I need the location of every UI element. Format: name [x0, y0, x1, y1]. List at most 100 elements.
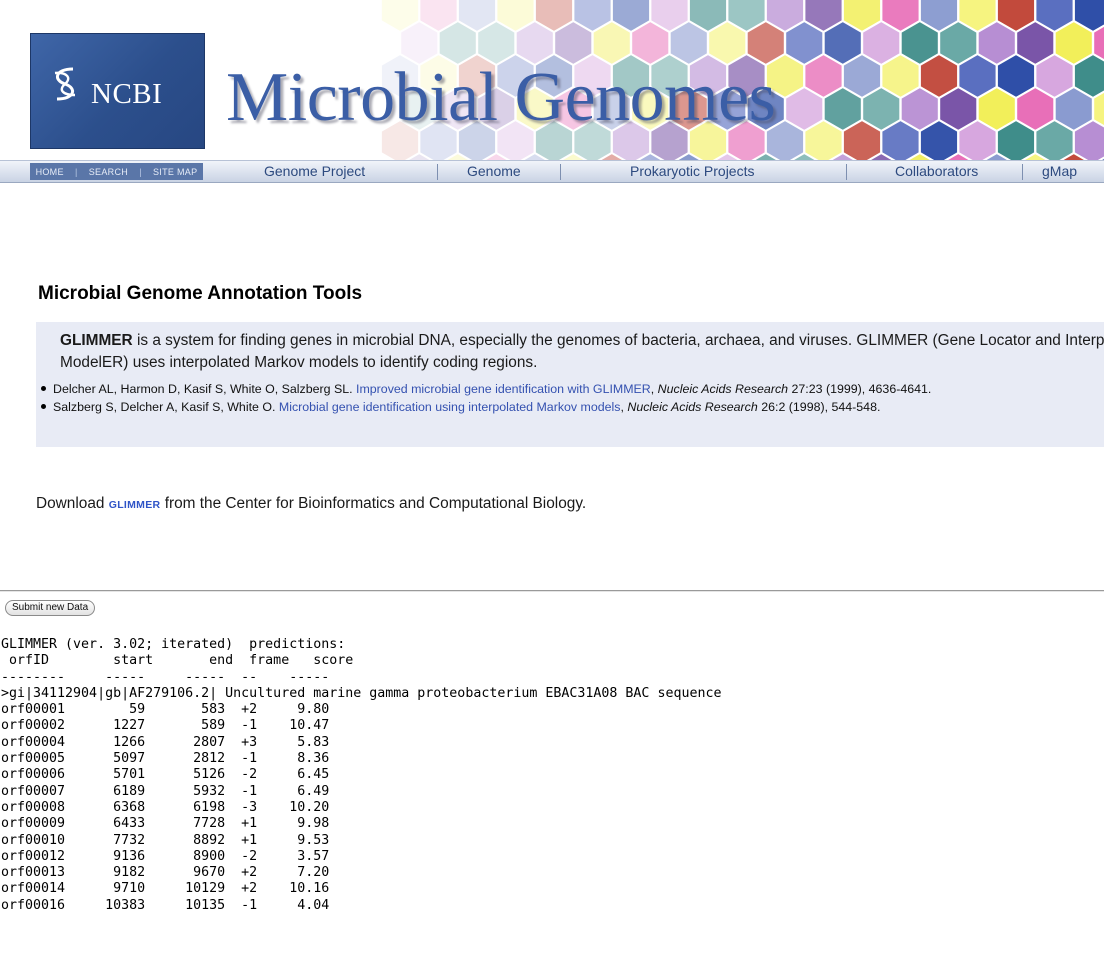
- hexagon-tile: [405, 151, 434, 160]
- hexagon-tile: [1092, 90, 1104, 128]
- reference-details: 26:2 (1998), 544-548.: [757, 400, 881, 414]
- reference-authors: Delcher AL, Harmon D, Kasif S, White O, …: [53, 382, 357, 396]
- search-link[interactable]: SEARCH: [88, 166, 129, 177]
- hexagon-tile: [597, 151, 626, 160]
- results-sequence-line: >gi|34112904|gb|AF279106.2| Uncultured m…: [1, 685, 722, 701]
- divider: [0, 590, 1104, 592]
- table-row: orf00013 9182 9670 +2 7.20: [1, 865, 330, 881]
- table-row: orf00001 59 583 +2 9.80: [1, 702, 330, 718]
- download-suffix: from the Center for Bioinformatics and C…: [160, 495, 587, 512]
- hexagon-tile: [443, 151, 472, 160]
- hexagon-tile: [482, 151, 511, 160]
- hexagon-tile: [476, 85, 517, 133]
- page-banner: NCBI Microbial Genomes: [0, 0, 1104, 160]
- reference-item: Salzberg S, Delcher A, Kasif S, White O.…: [36, 400, 880, 414]
- nav-prokaryotic-projects[interactable]: Prokaryotic Projects: [630, 163, 755, 179]
- reference-journal: Nucleic Acids Research: [627, 400, 758, 414]
- hexagon-tile: [751, 151, 780, 160]
- bullet-icon: [41, 386, 46, 392]
- results-separator: -------- ----- ----- -- -----: [1, 669, 330, 685]
- glimmer-info-box: GLIMMER is a system for finding genes in…: [36, 322, 1104, 447]
- hexagon-tile: [533, 118, 575, 160]
- download-line: Download GLIMMER from the Center for Bio…: [36, 495, 586, 513]
- home-link[interactable]: HOME: [35, 166, 64, 177]
- hexagon-tile: [456, 118, 498, 160]
- table-row: orf00016 10383 10135 -1 4.04: [1, 897, 330, 913]
- description-line1: is a system for finding genes in microbi…: [132, 332, 1104, 349]
- table-row: orf00007 6189 5932 -1 6.49: [1, 783, 330, 799]
- ncbi-logo-text: NCBI: [91, 78, 163, 110]
- hexagon-tile: [495, 52, 536, 100]
- hexagon-tile: [867, 151, 896, 160]
- hexagon-tile: [944, 151, 973, 160]
- hexagon-tile: [636, 151, 665, 160]
- hexagon-tile: [418, 52, 459, 100]
- hexagon-tile: [379, 0, 421, 34]
- table-row: orf00010 7732 8892 +1 9.53: [1, 832, 330, 848]
- hexagon-tile: [437, 85, 478, 133]
- nav-collaborators[interactable]: Collaborators: [895, 163, 979, 179]
- bullet-icon: [41, 404, 46, 410]
- results-header: GLIMMER (ver. 3.02; iterated) prediction…: [1, 637, 346, 652]
- glimmer-description: GLIMMER is a system for finding genes in…: [60, 330, 1104, 374]
- section-title: Microbial Genome Annotation Tools: [38, 283, 363, 304]
- hexagon-tile: [572, 118, 613, 160]
- hexagon-tile: [674, 151, 703, 160]
- hexagon-tile: [495, 0, 536, 34]
- hexagon-tile: [553, 85, 594, 133]
- hexagon-tile: [456, 52, 498, 100]
- nav-genome-project[interactable]: Genome Project: [264, 163, 366, 179]
- table-row: orf00004 1266 2807 +3 5.83: [1, 734, 330, 750]
- reference-item: Delcher AL, Harmon D, Kasif S, White O, …: [36, 382, 931, 396]
- utility-links: HOME | SEARCH | SITE MAP: [30, 163, 203, 180]
- hexagon-tile: [572, 0, 613, 34]
- nav-genome[interactable]: Genome: [467, 163, 521, 179]
- hexagon-tile: [437, 19, 478, 67]
- description-line2: ModelER) uses interpolated Markov models…: [60, 354, 538, 371]
- hexagon-tile: [790, 151, 819, 160]
- reference-details: 27:23 (1999), 4636-4641.: [788, 382, 932, 396]
- hexagon-tile: [1021, 151, 1050, 160]
- hexagon-tile: [1072, 118, 1104, 160]
- nav-gmap[interactable]: gMap: [1042, 163, 1078, 179]
- glimmer-results-output: GLIMMER (ver. 3.02; iterated) prediction…: [1, 637, 722, 914]
- hexagon-tile: [1098, 156, 1104, 160]
- hexagon-pattern-decoration: [379, 0, 1104, 160]
- hexagon-tile: [533, 52, 575, 100]
- hexagon-tile: [533, 0, 575, 34]
- download-prefix: Download: [36, 495, 109, 512]
- hexagon-tile: [399, 85, 440, 133]
- nav-bar: HOME | SEARCH | SITE MAP Genome Project …: [0, 160, 1104, 183]
- table-row: orf00002 1227 589 -1 10.47: [1, 718, 330, 734]
- glimmer-name: GLIMMER: [60, 332, 133, 349]
- table-row: orf00008 6368 6198 -3 10.20: [1, 799, 330, 815]
- ncbi-logo[interactable]: NCBI: [30, 33, 205, 149]
- hexagon-tile: [982, 151, 1011, 160]
- hexagon-tile: [553, 19, 594, 67]
- submit-new-data-button[interactable]: Submit new Data: [5, 600, 96, 616]
- reference-link[interactable]: Improved microbial gene identification w…: [356, 382, 651, 396]
- results-column-headers: orfID start end frame score: [9, 653, 354, 669]
- hexagon-tile: [905, 151, 934, 160]
- table-row: orf00014 9710 10129 +2 10.16: [1, 881, 330, 897]
- hexagon-tile: [514, 19, 555, 67]
- hexagon-tile: [495, 118, 536, 160]
- hexagon-tile: [456, 0, 498, 34]
- table-row: orf00005 5097 2812 -1 8.36: [1, 751, 330, 767]
- table-row: orf00006 5701 5126 -2 6.45: [1, 767, 330, 783]
- hexagon-tile: [418, 118, 459, 160]
- hexagon-tile: [572, 52, 613, 100]
- reference-link[interactable]: Microbial gene identification using inte…: [278, 400, 621, 414]
- reference-journal: Nucleic Acids Research: [657, 382, 789, 396]
- site-map-link[interactable]: SITE MAP: [153, 166, 198, 177]
- hexagon-tile: [379, 118, 421, 160]
- hexagon-tile: [1092, 24, 1104, 62]
- banner-title: Microbial Genomes: [226, 59, 776, 136]
- hexagon-tile: [559, 151, 588, 160]
- hexagon-tile: [713, 151, 742, 160]
- hexagon-tile: [476, 19, 517, 67]
- hexagon-tile: [828, 151, 857, 160]
- hexagon-tile: [520, 151, 549, 160]
- hexagon-tile: [379, 52, 421, 100]
- glimmer-download-link[interactable]: GLIMMER: [108, 499, 161, 511]
